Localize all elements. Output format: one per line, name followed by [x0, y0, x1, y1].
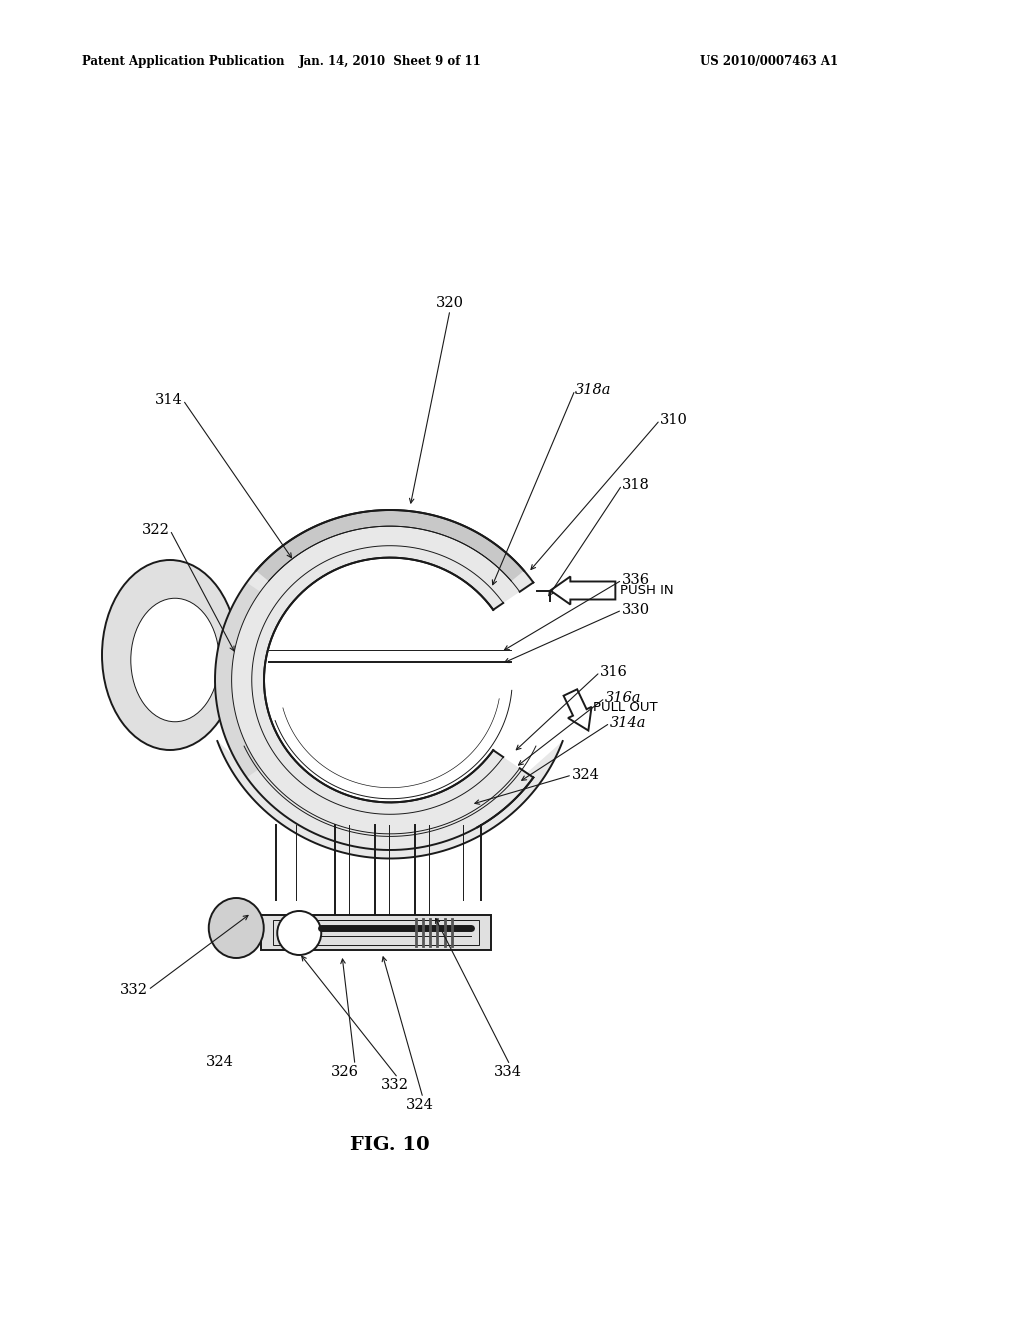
Text: 322: 322: [142, 523, 170, 537]
Polygon shape: [215, 582, 260, 777]
Text: 324: 324: [407, 1098, 434, 1111]
Text: PULL OUT: PULL OUT: [593, 701, 658, 714]
Polygon shape: [256, 510, 524, 581]
Text: 324: 324: [572, 768, 600, 781]
Text: 318a: 318a: [575, 383, 611, 397]
Text: 316: 316: [600, 665, 628, 678]
FancyArrow shape: [563, 689, 592, 730]
Circle shape: [278, 911, 322, 954]
Text: 324: 324: [206, 1055, 233, 1069]
Ellipse shape: [209, 898, 264, 958]
Polygon shape: [215, 510, 534, 850]
Text: 318: 318: [622, 478, 650, 492]
Text: PUSH IN: PUSH IN: [621, 583, 674, 597]
Ellipse shape: [264, 557, 516, 803]
Text: Jan. 14, 2010  Sheet 9 of 11: Jan. 14, 2010 Sheet 9 of 11: [299, 55, 481, 69]
Text: 326: 326: [331, 1065, 359, 1078]
Text: 310: 310: [660, 413, 688, 426]
Text: Patent Application Publication: Patent Application Publication: [82, 55, 285, 69]
Text: 316a: 316a: [605, 690, 641, 705]
Ellipse shape: [102, 560, 238, 750]
Text: 314: 314: [156, 393, 183, 407]
Text: 336: 336: [622, 573, 650, 587]
Text: 314a: 314a: [610, 715, 646, 730]
Text: 332: 332: [381, 1078, 409, 1092]
Text: 320: 320: [436, 296, 464, 310]
Bar: [273, 920, 479, 945]
Text: 330: 330: [622, 603, 650, 616]
Text: 332: 332: [120, 983, 148, 997]
Polygon shape: [217, 741, 562, 858]
FancyArrow shape: [550, 577, 615, 605]
Bar: [261, 915, 490, 950]
Ellipse shape: [131, 598, 219, 722]
Text: FIG. 10: FIG. 10: [350, 1137, 430, 1154]
Ellipse shape: [264, 557, 516, 803]
Text: 334: 334: [494, 1065, 522, 1078]
Text: US 2010/0007463 A1: US 2010/0007463 A1: [700, 55, 838, 69]
